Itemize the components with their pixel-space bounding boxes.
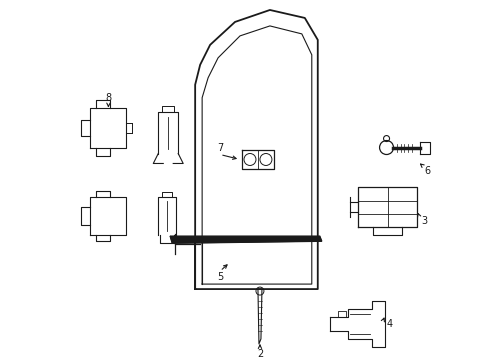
- Text: 7: 7: [217, 143, 223, 153]
- Text: 8: 8: [105, 93, 111, 103]
- Text: 3: 3: [421, 216, 427, 226]
- Text: 2: 2: [256, 349, 263, 359]
- Text: 4: 4: [386, 319, 392, 329]
- Text: 6: 6: [424, 166, 429, 176]
- Text: 5: 5: [217, 272, 223, 282]
- Polygon shape: [170, 236, 321, 243]
